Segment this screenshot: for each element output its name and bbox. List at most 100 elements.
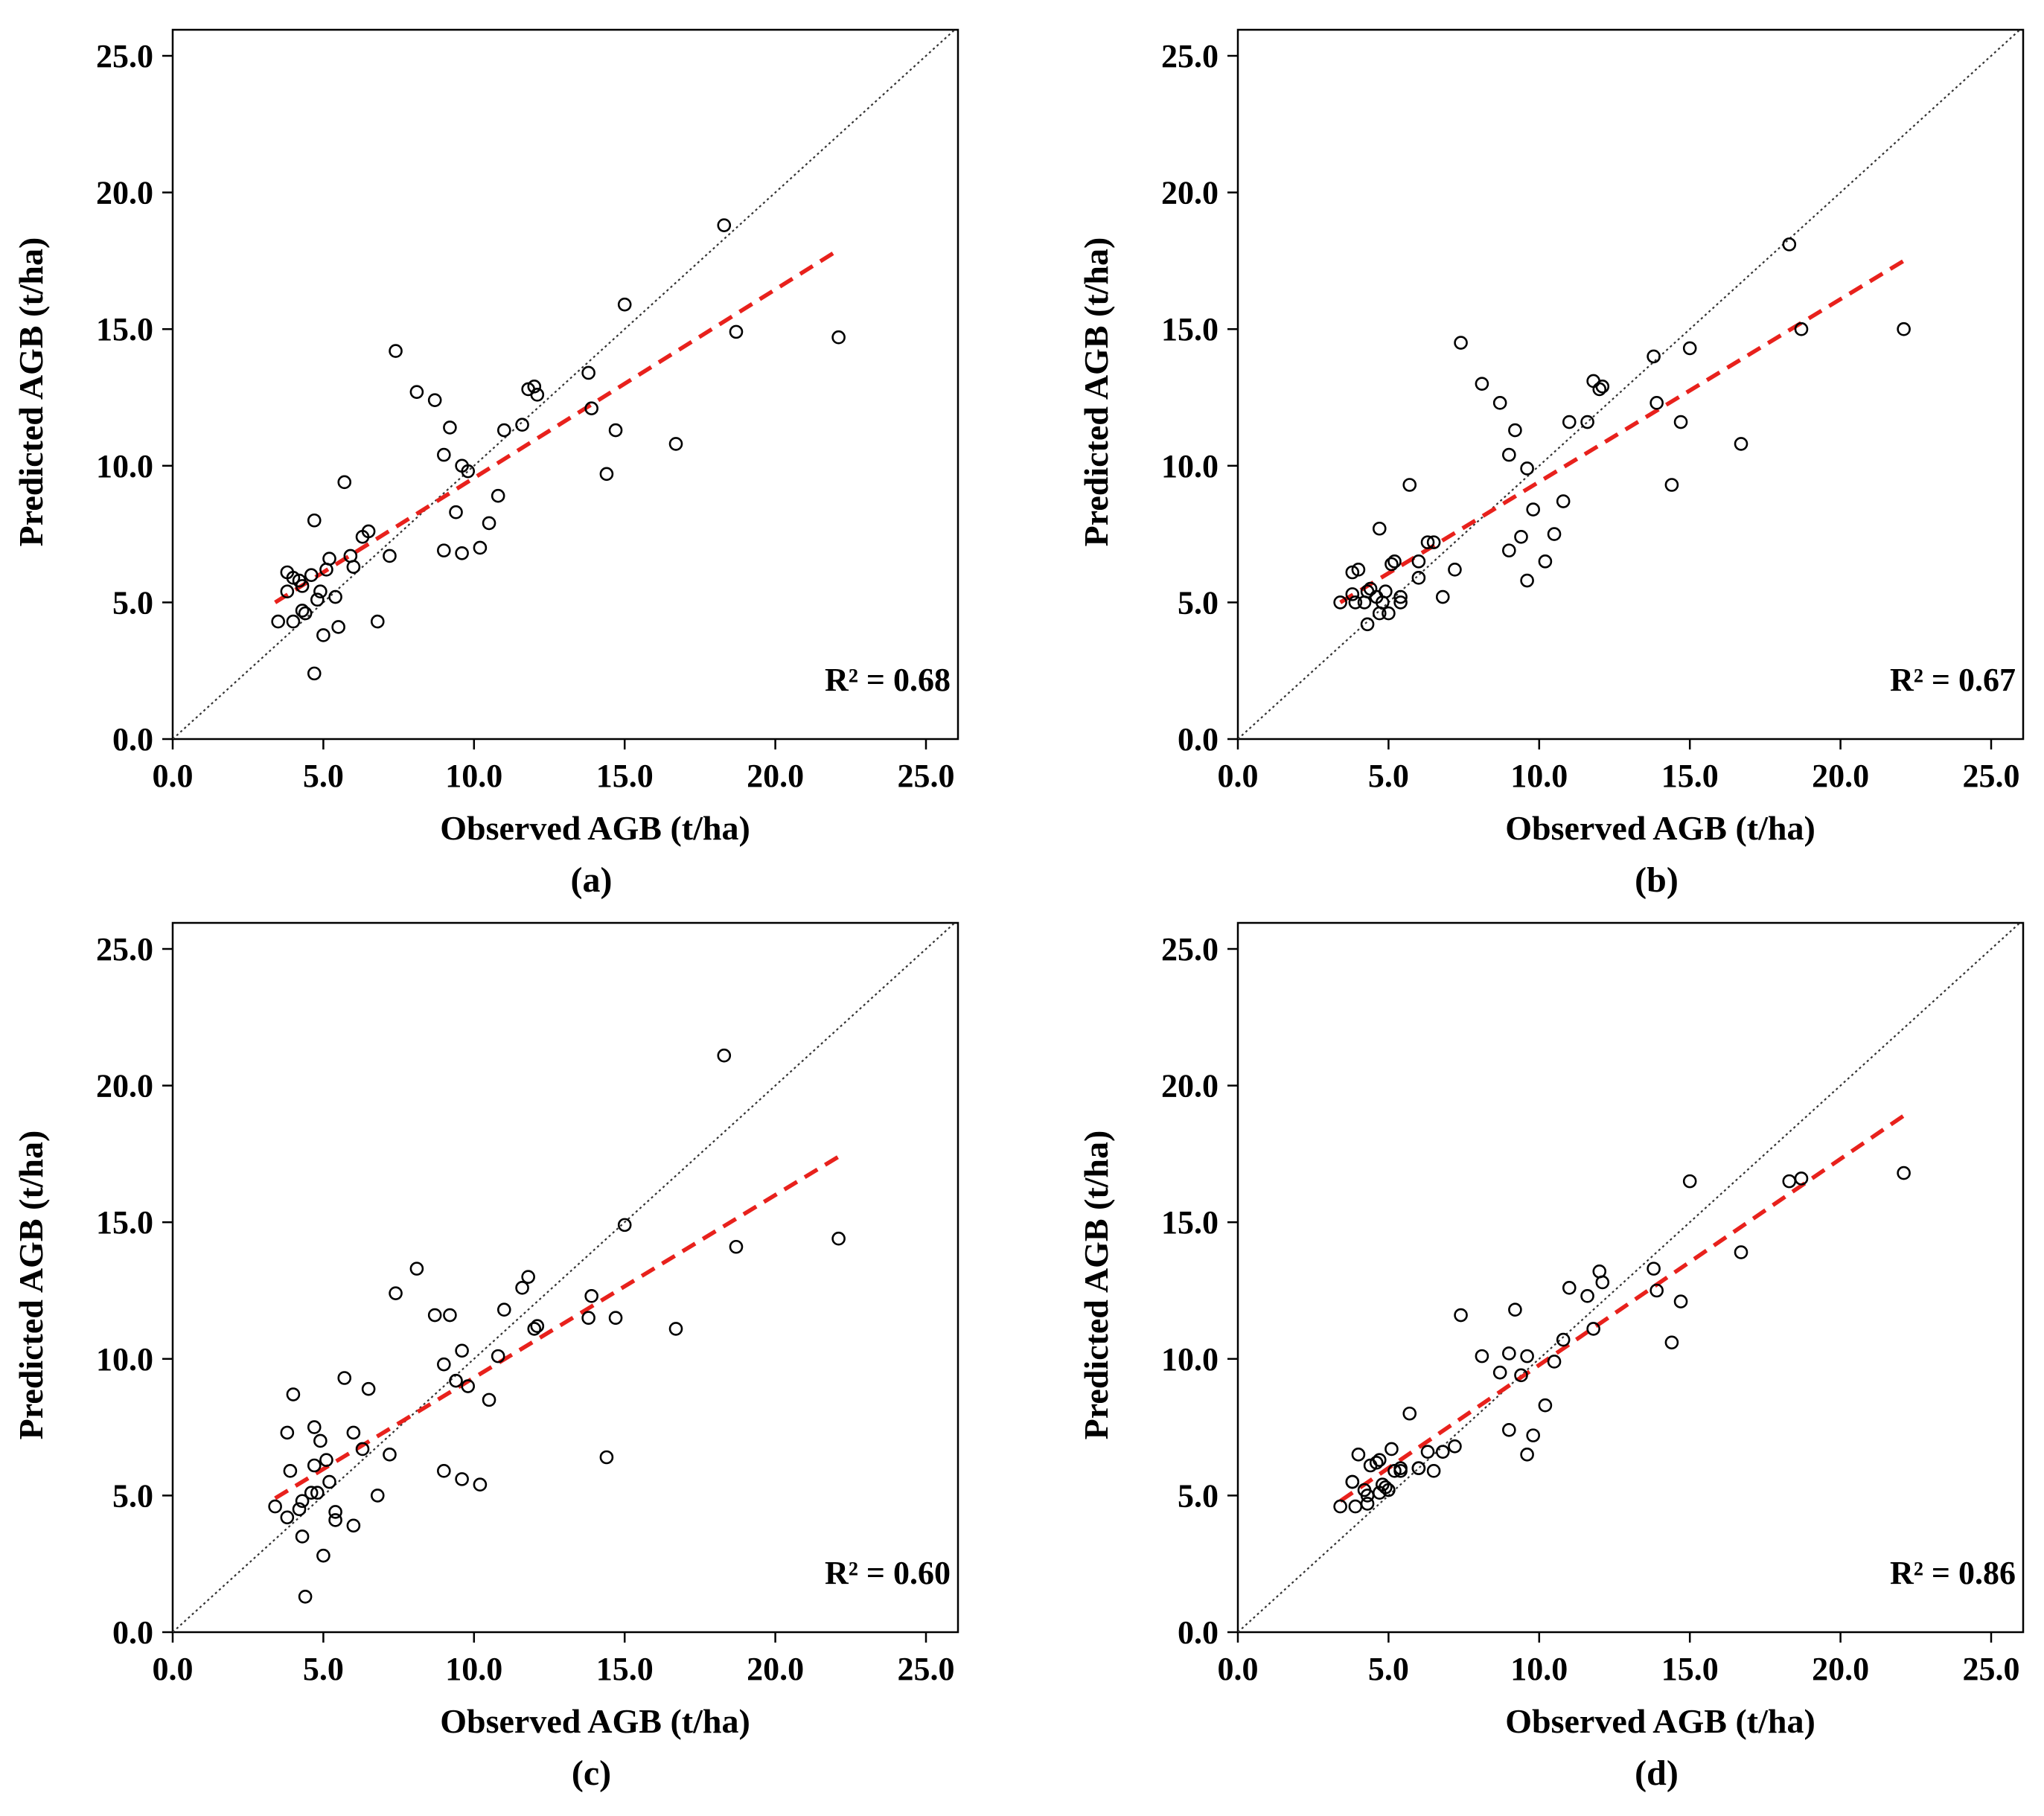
data-point xyxy=(1492,1365,1507,1380)
data-point xyxy=(831,1231,846,1246)
data-point xyxy=(1538,554,1553,569)
data-point xyxy=(1372,1453,1387,1467)
y-tick-label: 5.0 xyxy=(112,1477,153,1514)
data-point xyxy=(482,516,496,531)
data-point xyxy=(1649,1283,1664,1298)
data-point xyxy=(599,1450,614,1465)
y-tick-label: 25.0 xyxy=(1161,38,1219,74)
data-point xyxy=(496,1302,511,1317)
data-point xyxy=(370,614,385,629)
data-point xyxy=(831,330,846,345)
data-point xyxy=(1435,589,1450,604)
data-point xyxy=(617,297,632,312)
data-point xyxy=(1649,396,1664,410)
data-point xyxy=(455,546,469,560)
data-point xyxy=(473,540,488,555)
data-point xyxy=(307,1420,322,1434)
data-point xyxy=(1345,587,1360,601)
data-point xyxy=(280,1510,295,1525)
data-point xyxy=(316,1548,330,1563)
regression-line xyxy=(274,1154,840,1500)
data-point xyxy=(322,551,336,566)
data-point xyxy=(449,1373,463,1388)
data-point xyxy=(521,1270,535,1284)
data-point xyxy=(1514,529,1528,544)
data-point xyxy=(337,475,352,490)
y-axis-title: Predicted AGB (t/ha) xyxy=(12,1131,50,1440)
data-point xyxy=(1782,1174,1797,1189)
data-point xyxy=(1411,571,1426,585)
data-point xyxy=(1348,595,1363,610)
data-point xyxy=(1411,554,1426,569)
scatter-panel-b: 0.00.0 5.0 5.0 10.0 10.0 15.0 15.0 20.0 20.0 25.0… xyxy=(1077,28,2025,900)
y-tick-label: 25.0 xyxy=(96,38,153,74)
plot-frame xyxy=(1236,28,2025,741)
scatter-panel-d: 0.00.0 5.0 5.0 10.0 10.0 15.0 15.0 20.0 20.0 25.0… xyxy=(1077,921,2025,1793)
regression-line xyxy=(1339,259,1906,604)
data-point xyxy=(1595,380,1610,394)
data-point xyxy=(307,1458,322,1473)
data-point xyxy=(346,560,361,574)
data-point xyxy=(1538,1398,1553,1413)
data-point xyxy=(1794,1171,1809,1186)
data-point xyxy=(461,464,476,479)
r-squared-label: R² = 0.60 xyxy=(825,1555,951,1591)
data-point xyxy=(717,218,732,232)
data-point xyxy=(328,1513,342,1527)
data-point xyxy=(1454,336,1468,350)
x-tick-label: 25.0 xyxy=(1963,758,2020,794)
data-point xyxy=(322,1474,336,1489)
x-tick-label: 25.0 xyxy=(898,1651,955,1687)
data-point xyxy=(389,1286,403,1300)
data-point xyxy=(1647,1262,1661,1276)
data-point xyxy=(1393,589,1408,604)
data-point xyxy=(581,1311,595,1326)
data-point xyxy=(584,401,598,415)
data-point xyxy=(491,1349,505,1363)
y-tick-label: 0.0 xyxy=(1178,1614,1219,1651)
data-point xyxy=(1673,415,1688,429)
data-point xyxy=(473,1477,488,1492)
data-point xyxy=(328,1505,342,1519)
data-point xyxy=(1379,1480,1393,1494)
data-point xyxy=(1382,606,1396,621)
data-point xyxy=(427,393,442,407)
data-point xyxy=(1475,377,1489,391)
data-point xyxy=(449,505,463,519)
identity-line xyxy=(173,923,956,1632)
identity-line xyxy=(1238,923,2022,1632)
data-point xyxy=(1492,396,1507,410)
data-point xyxy=(527,1322,542,1336)
y-tick-label: 15.0 xyxy=(96,311,153,348)
data-point xyxy=(515,418,529,432)
data-point xyxy=(1402,1406,1417,1421)
data-point xyxy=(1372,521,1387,536)
data-point xyxy=(313,584,328,599)
data-point xyxy=(729,1239,744,1254)
data-point xyxy=(581,365,595,380)
data-point xyxy=(1411,1461,1426,1475)
data-point xyxy=(1508,423,1522,438)
data-point xyxy=(1562,415,1577,429)
x-axis-title: Observed AGB (t/ha) xyxy=(440,809,750,847)
y-tick-label: 20.0 xyxy=(96,1068,153,1104)
y-tick-label: 25.0 xyxy=(1161,931,1219,968)
data-point xyxy=(355,1442,370,1457)
x-tick-label: 15.0 xyxy=(596,758,654,794)
data-point xyxy=(1520,461,1534,476)
y-tick-label: 10.0 xyxy=(1161,1341,1219,1378)
regression-line xyxy=(274,248,840,604)
data-point xyxy=(383,549,397,563)
y-tick-label: 10.0 xyxy=(96,1341,153,1378)
data-point xyxy=(268,1499,282,1514)
data-point xyxy=(1580,1289,1594,1303)
panel-label: (c) xyxy=(572,1753,611,1793)
data-point xyxy=(310,592,325,607)
data-point xyxy=(1556,494,1571,508)
data-point xyxy=(1508,1302,1522,1317)
data-point xyxy=(1547,527,1562,541)
data-point xyxy=(491,488,505,503)
y-tick-label: 15.0 xyxy=(1161,311,1219,348)
x-tick-label: 15.0 xyxy=(596,1651,654,1687)
data-point xyxy=(283,1464,298,1478)
